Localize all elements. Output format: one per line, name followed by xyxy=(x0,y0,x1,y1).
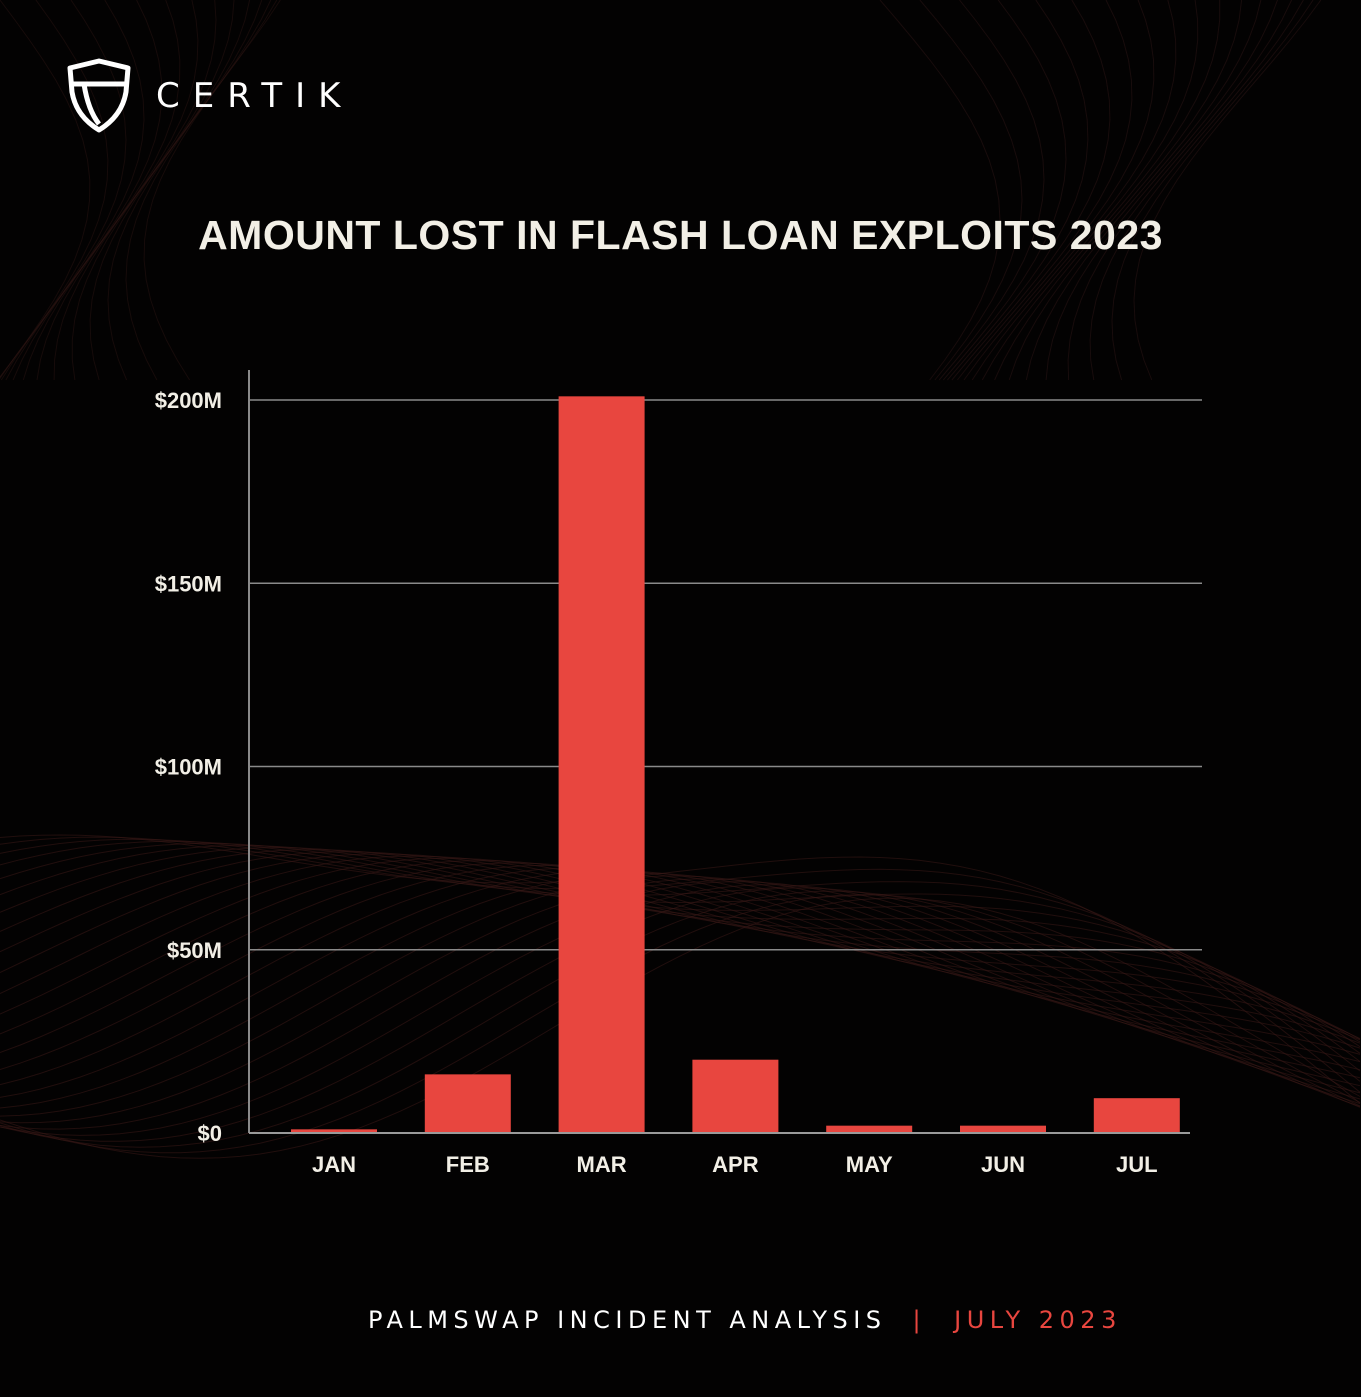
background-wave-line xyxy=(1111,0,1314,381)
x-tick-label: JAN xyxy=(312,1152,356,1177)
y-tick-label: $50M xyxy=(167,938,222,963)
footer: PALMSWAP INCIDENT ANALYSIS | JULY 2023 xyxy=(368,1306,1122,1334)
background-wave-line xyxy=(143,0,281,381)
background-wave-line xyxy=(0,867,1361,1086)
footer-report-name: PALMSWAP INCIDENT ANALYSIS xyxy=(368,1306,887,1334)
background-wave-line xyxy=(1008,0,1243,381)
footer-date: JULY 2023 xyxy=(954,1306,1122,1334)
background-wave-line xyxy=(0,836,1361,1093)
background-wave-line xyxy=(5,0,163,381)
x-tick-label: MAR xyxy=(577,1152,627,1177)
x-tick-label: JUL xyxy=(1116,1152,1158,1177)
y-tick-label: $0 xyxy=(198,1121,222,1146)
background-wave-line xyxy=(1133,0,1322,381)
background-wave-line xyxy=(1089,0,1304,381)
bar-may xyxy=(826,1125,913,1133)
background-wave-line xyxy=(879,0,1001,381)
background-wave-line xyxy=(0,0,109,379)
background-wave-line xyxy=(1045,0,1278,381)
background-wave-line xyxy=(1025,0,1262,381)
background-wave-line xyxy=(0,0,91,378)
chart-title: AMOUNT LOST IN FLASH LOAN EXPLOITS 2023 xyxy=(198,212,1163,258)
y-tick-label: $150M xyxy=(155,571,222,596)
background-wave-line xyxy=(0,870,1361,1098)
background-wave-line xyxy=(957,0,1133,381)
certik-logo: CERTIK xyxy=(64,58,353,134)
footer-separator: | xyxy=(912,1306,927,1334)
background-wave-line xyxy=(0,878,1361,1124)
background-wave-line xyxy=(963,0,1155,381)
background-wave-line xyxy=(0,897,1361,1159)
background-wave-line xyxy=(0,855,1361,1041)
background-wave-line xyxy=(951,0,1111,381)
background-wave-line xyxy=(0,894,1361,1154)
background-wave-line xyxy=(971,0,1177,381)
background-wave-line xyxy=(0,862,1361,1055)
y-tick-label: $200M xyxy=(155,388,222,413)
background-wave-line xyxy=(0,887,1361,1142)
background-wave-line xyxy=(0,838,1361,1082)
background-wave-line xyxy=(125,0,278,381)
x-tick-label: FEB xyxy=(446,1152,490,1177)
background-wave-line xyxy=(938,0,1045,381)
background-wave-line xyxy=(947,0,1089,381)
bar-jul xyxy=(1093,1098,1180,1133)
background-wave-line xyxy=(0,846,1361,1048)
x-tick-label: MAY xyxy=(846,1152,893,1177)
background-wave-line xyxy=(0,853,1361,1040)
background-wave-line xyxy=(0,872,1361,1109)
brand-name: CERTIK xyxy=(156,76,354,116)
background-wave-line xyxy=(12,0,181,381)
bar-mar xyxy=(558,396,645,1134)
background-wave-line xyxy=(107,0,272,381)
background-wave-line xyxy=(0,0,145,381)
background-wave-line xyxy=(89,0,263,381)
background-wave-line xyxy=(22,0,199,381)
background-wave-line xyxy=(0,884,1361,1136)
background-wave-line xyxy=(53,0,235,381)
x-tick-label: JUN xyxy=(981,1152,1025,1177)
background-wave-line xyxy=(994,0,1221,381)
background-wave-line xyxy=(36,0,217,381)
background-wave-line xyxy=(0,834,1361,1104)
background-wave-line xyxy=(0,857,1361,1044)
bar-feb xyxy=(424,1074,511,1133)
background-wave-line xyxy=(1067,0,1293,381)
background-wave-line xyxy=(919,0,1023,381)
bar-apr xyxy=(692,1059,779,1133)
background-wave-line xyxy=(942,0,1067,381)
background-wave-line xyxy=(71,0,251,381)
bar-jan xyxy=(291,1129,377,1133)
background-wave-line xyxy=(981,0,1199,381)
background-wave-line xyxy=(0,890,1361,1148)
y-tick-label: $100M xyxy=(155,755,222,780)
bar-jun xyxy=(960,1125,1046,1133)
background-wave-line xyxy=(0,881,1361,1130)
certik-shield-logo-icon xyxy=(67,58,131,133)
x-tick-label: APR xyxy=(712,1152,759,1177)
background-wave-line xyxy=(0,844,1361,1054)
